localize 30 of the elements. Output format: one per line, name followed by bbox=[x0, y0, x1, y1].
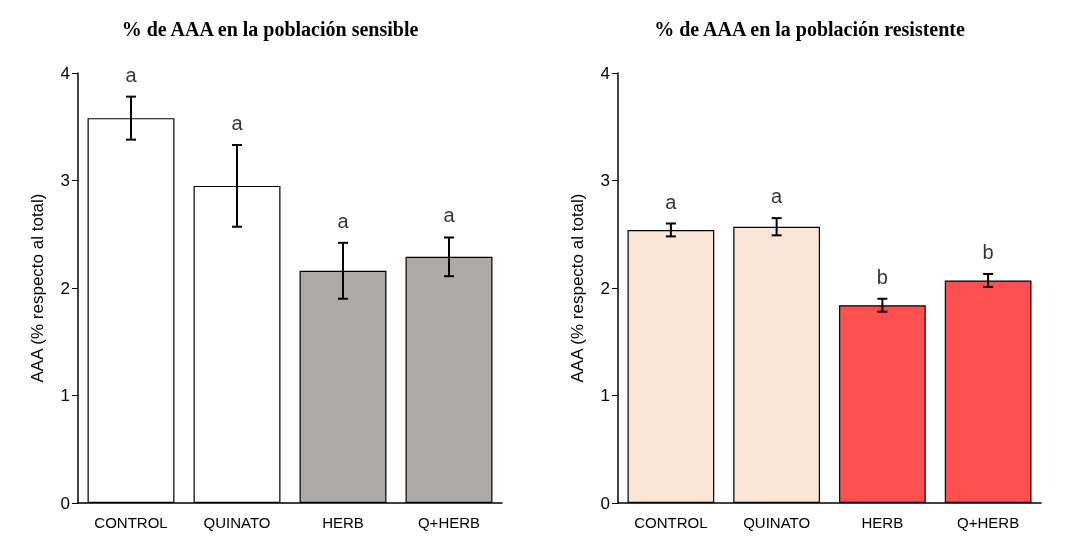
y-axis-title: AAA (% respecto al total) bbox=[28, 193, 47, 383]
y-tick-label: 3 bbox=[60, 171, 70, 190]
y-tick-label: 1 bbox=[60, 386, 70, 405]
y-tick-label: 2 bbox=[60, 278, 70, 298]
x-tick-label: CONTROL bbox=[634, 514, 708, 531]
y-tick-label: 0 bbox=[60, 493, 70, 513]
y-tick-label: 1 bbox=[600, 386, 610, 405]
annotation: a bbox=[443, 204, 456, 227]
x-tick-label: QUINATO bbox=[743, 514, 811, 531]
y-tick-label: 0 bbox=[600, 493, 610, 513]
annotation: a bbox=[665, 190, 678, 213]
annotation: a bbox=[231, 112, 244, 135]
y-tick-label: 4 bbox=[600, 63, 610, 83]
x-tick-label: HERB bbox=[322, 514, 364, 531]
y-tick-label: 2 bbox=[600, 278, 610, 298]
x-tick-label: CONTROL bbox=[94, 514, 168, 531]
annotation: b bbox=[876, 265, 888, 288]
x-tick-label: HERB bbox=[861, 514, 904, 531]
y-axis-title: AAA (% respecto al total) bbox=[568, 193, 587, 383]
annotation: b bbox=[982, 241, 994, 264]
annotation: a bbox=[125, 63, 138, 86]
x-tick-label: Q+HERB bbox=[957, 514, 1020, 531]
chart-title: % de AAA en la población resistente bbox=[654, 18, 965, 41]
annotation: a bbox=[337, 209, 350, 232]
y-tick-label: 3 bbox=[600, 171, 610, 190]
y-tick-label: 4 bbox=[60, 63, 70, 83]
chart-title: % de AAA en la población sensible bbox=[121, 18, 419, 41]
annotation: a bbox=[771, 185, 784, 208]
x-tick-label: Q+HERB bbox=[417, 514, 481, 531]
x-tick-label: QUINATO bbox=[203, 514, 271, 531]
